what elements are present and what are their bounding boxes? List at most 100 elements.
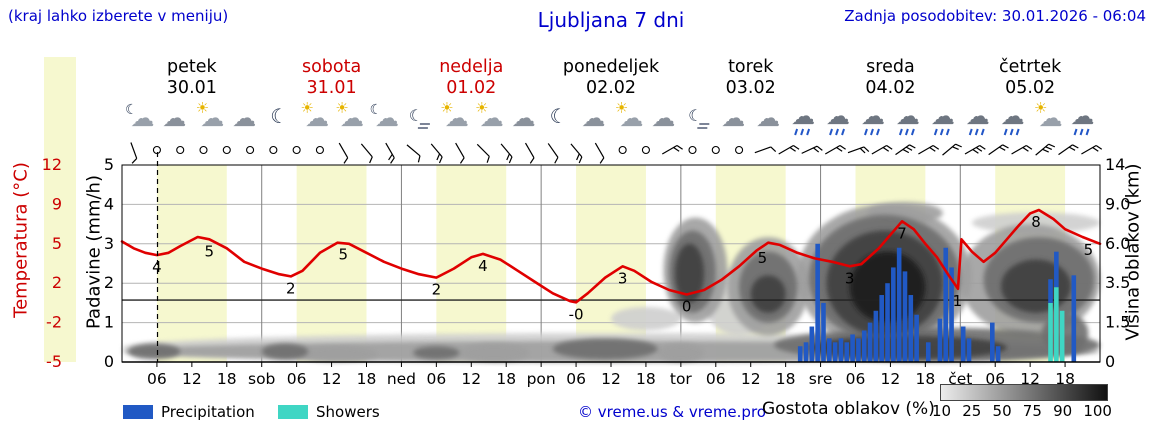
svg-text:torek: torek [728, 57, 774, 77]
svg-text:☁: ☁ [232, 104, 256, 132]
wind-barb-icon [847, 146, 870, 154]
calm-wind-icon [735, 145, 744, 155]
svg-text:☁: ☁ [791, 102, 815, 130]
svg-text:12: 12 [182, 370, 202, 388]
wind-barb-icon [778, 144, 800, 155]
svg-text:☁: ☁ [861, 102, 885, 130]
svg-text:☁: ☁ [966, 102, 990, 130]
svg-text:5: 5 [104, 155, 114, 174]
svg-text:☁: ☁ [756, 104, 780, 132]
svg-text:06: 06 [566, 370, 586, 388]
wind-barb-icon [964, 144, 986, 155]
svg-text:☀: ☀ [440, 99, 453, 117]
wind-barb-icon [406, 144, 421, 163]
wind-barbs-row [130, 142, 1103, 164]
svg-text:☁: ☁ [721, 104, 745, 132]
calm-wind-icon [176, 145, 185, 155]
wind-barb-icon [824, 144, 846, 155]
rain-cloud-icon: ☁ [1001, 102, 1025, 136]
svg-text:☾: ☾ [270, 104, 288, 128]
svg-text:tor: tor [670, 370, 693, 388]
svg-text:31.01: 31.01 [307, 78, 357, 98]
cloud-icon: ☁ [512, 104, 536, 132]
svg-text:5: 5 [52, 234, 62, 253]
svg-text:18: 18 [496, 370, 516, 388]
svg-text:5: 5 [1084, 241, 1094, 259]
wind-barb-icon [130, 142, 138, 164]
wind-barb-icon [500, 143, 513, 164]
svg-text:01.02: 01.02 [446, 78, 496, 98]
svg-text:18: 18 [1055, 370, 1075, 388]
wind-barb-icon [895, 144, 916, 156]
svg-text:06: 06 [985, 370, 1005, 388]
calm-wind-icon [152, 145, 161, 155]
svg-text:☀: ☀ [300, 99, 313, 117]
calm-wind-icon [246, 145, 255, 155]
cloud-icon: ☁ [721, 104, 745, 132]
svg-text:ponedeljek: ponedeljek [563, 57, 660, 77]
svg-text:7: 7 [897, 224, 907, 242]
credit-link[interactable]: © vreme.us & vreme.pro [578, 403, 766, 421]
wind-barb-icon [360, 143, 373, 164]
svg-text:03.02: 03.02 [726, 78, 776, 98]
svg-text:18: 18 [636, 370, 656, 388]
svg-text:sobota: sobota [302, 57, 361, 77]
density-tick: 10 [932, 402, 952, 420]
svg-text:12: 12 [42, 155, 62, 174]
svg-text:18: 18 [776, 370, 796, 388]
cloud-icon: ☁ [232, 104, 256, 132]
sun-cloud-icon: ☀☁ [335, 99, 364, 132]
svg-text:☁: ☁ [619, 104, 643, 132]
svg-text:2: 2 [432, 281, 442, 299]
svg-text:☾: ☾ [688, 106, 702, 125]
svg-text:ned: ned [387, 370, 416, 388]
legend-precipitation: Precipitation [123, 403, 255, 421]
precipitation-legend-label: Precipitation [161, 403, 255, 421]
calm-wind-icon [315, 145, 324, 155]
svg-text:2: 2 [104, 273, 114, 292]
svg-text:30.01: 30.01 [167, 78, 217, 98]
wind-barb-icon [594, 142, 605, 164]
wind-barb-icon [801, 145, 823, 154]
legend-showers: Showers [278, 403, 380, 421]
density-tick: 25 [962, 402, 982, 420]
last-update-timestamp: Zadnja posodobitev: 30.01.2026 - 06:04 [844, 7, 1146, 25]
svg-text:☾: ☾ [409, 106, 423, 125]
calm-wind-icon [199, 145, 208, 155]
svg-text:nedelja: nedelja [439, 57, 503, 77]
svg-text:4: 4 [104, 194, 114, 213]
moon-cloud-icon: ☾☁ [370, 102, 399, 132]
svg-text:8: 8 [1031, 213, 1041, 231]
page-title: Ljubljana 7 dni [537, 8, 685, 32]
svg-text:12: 12 [1020, 370, 1040, 388]
svg-text:☁: ☁ [162, 104, 186, 132]
cloud-icon: ☁ [582, 104, 606, 132]
wind-barb-icon [918, 144, 940, 155]
rain-cloud-icon: ☁ [861, 102, 885, 136]
svg-text:☁: ☁ [512, 104, 536, 132]
temperature-line [120, 208, 1102, 304]
svg-text:☀: ☀ [615, 99, 628, 117]
density-tick: 90 [1053, 402, 1073, 420]
svg-text:06: 06 [147, 370, 167, 388]
svg-text:čet: čet [948, 370, 972, 388]
svg-text:☀: ☀ [335, 99, 348, 117]
svg-text:sob: sob [248, 370, 275, 388]
rain-cloud-icon: ☁ [826, 102, 850, 136]
svg-text:04.02: 04.02 [865, 78, 915, 98]
sun-cloud-icon: ☀☁ [1034, 99, 1063, 132]
wind-barb-icon [1058, 144, 1079, 156]
moon-lines-icon: ☾ [688, 106, 710, 129]
svg-text:pon: pon [527, 370, 556, 388]
svg-text:9.0: 9.0 [1105, 194, 1130, 213]
svg-text:☁: ☁ [651, 104, 675, 132]
svg-text:4: 4 [152, 258, 162, 276]
svg-text:12: 12 [601, 370, 621, 388]
wind-barb-icon [661, 144, 683, 155]
svg-text:3: 3 [104, 234, 114, 253]
svg-text:5: 5 [205, 242, 215, 260]
wind-barb-icon [430, 143, 443, 164]
svg-text:☁: ☁ [1039, 104, 1063, 132]
svg-text:4: 4 [478, 257, 488, 275]
